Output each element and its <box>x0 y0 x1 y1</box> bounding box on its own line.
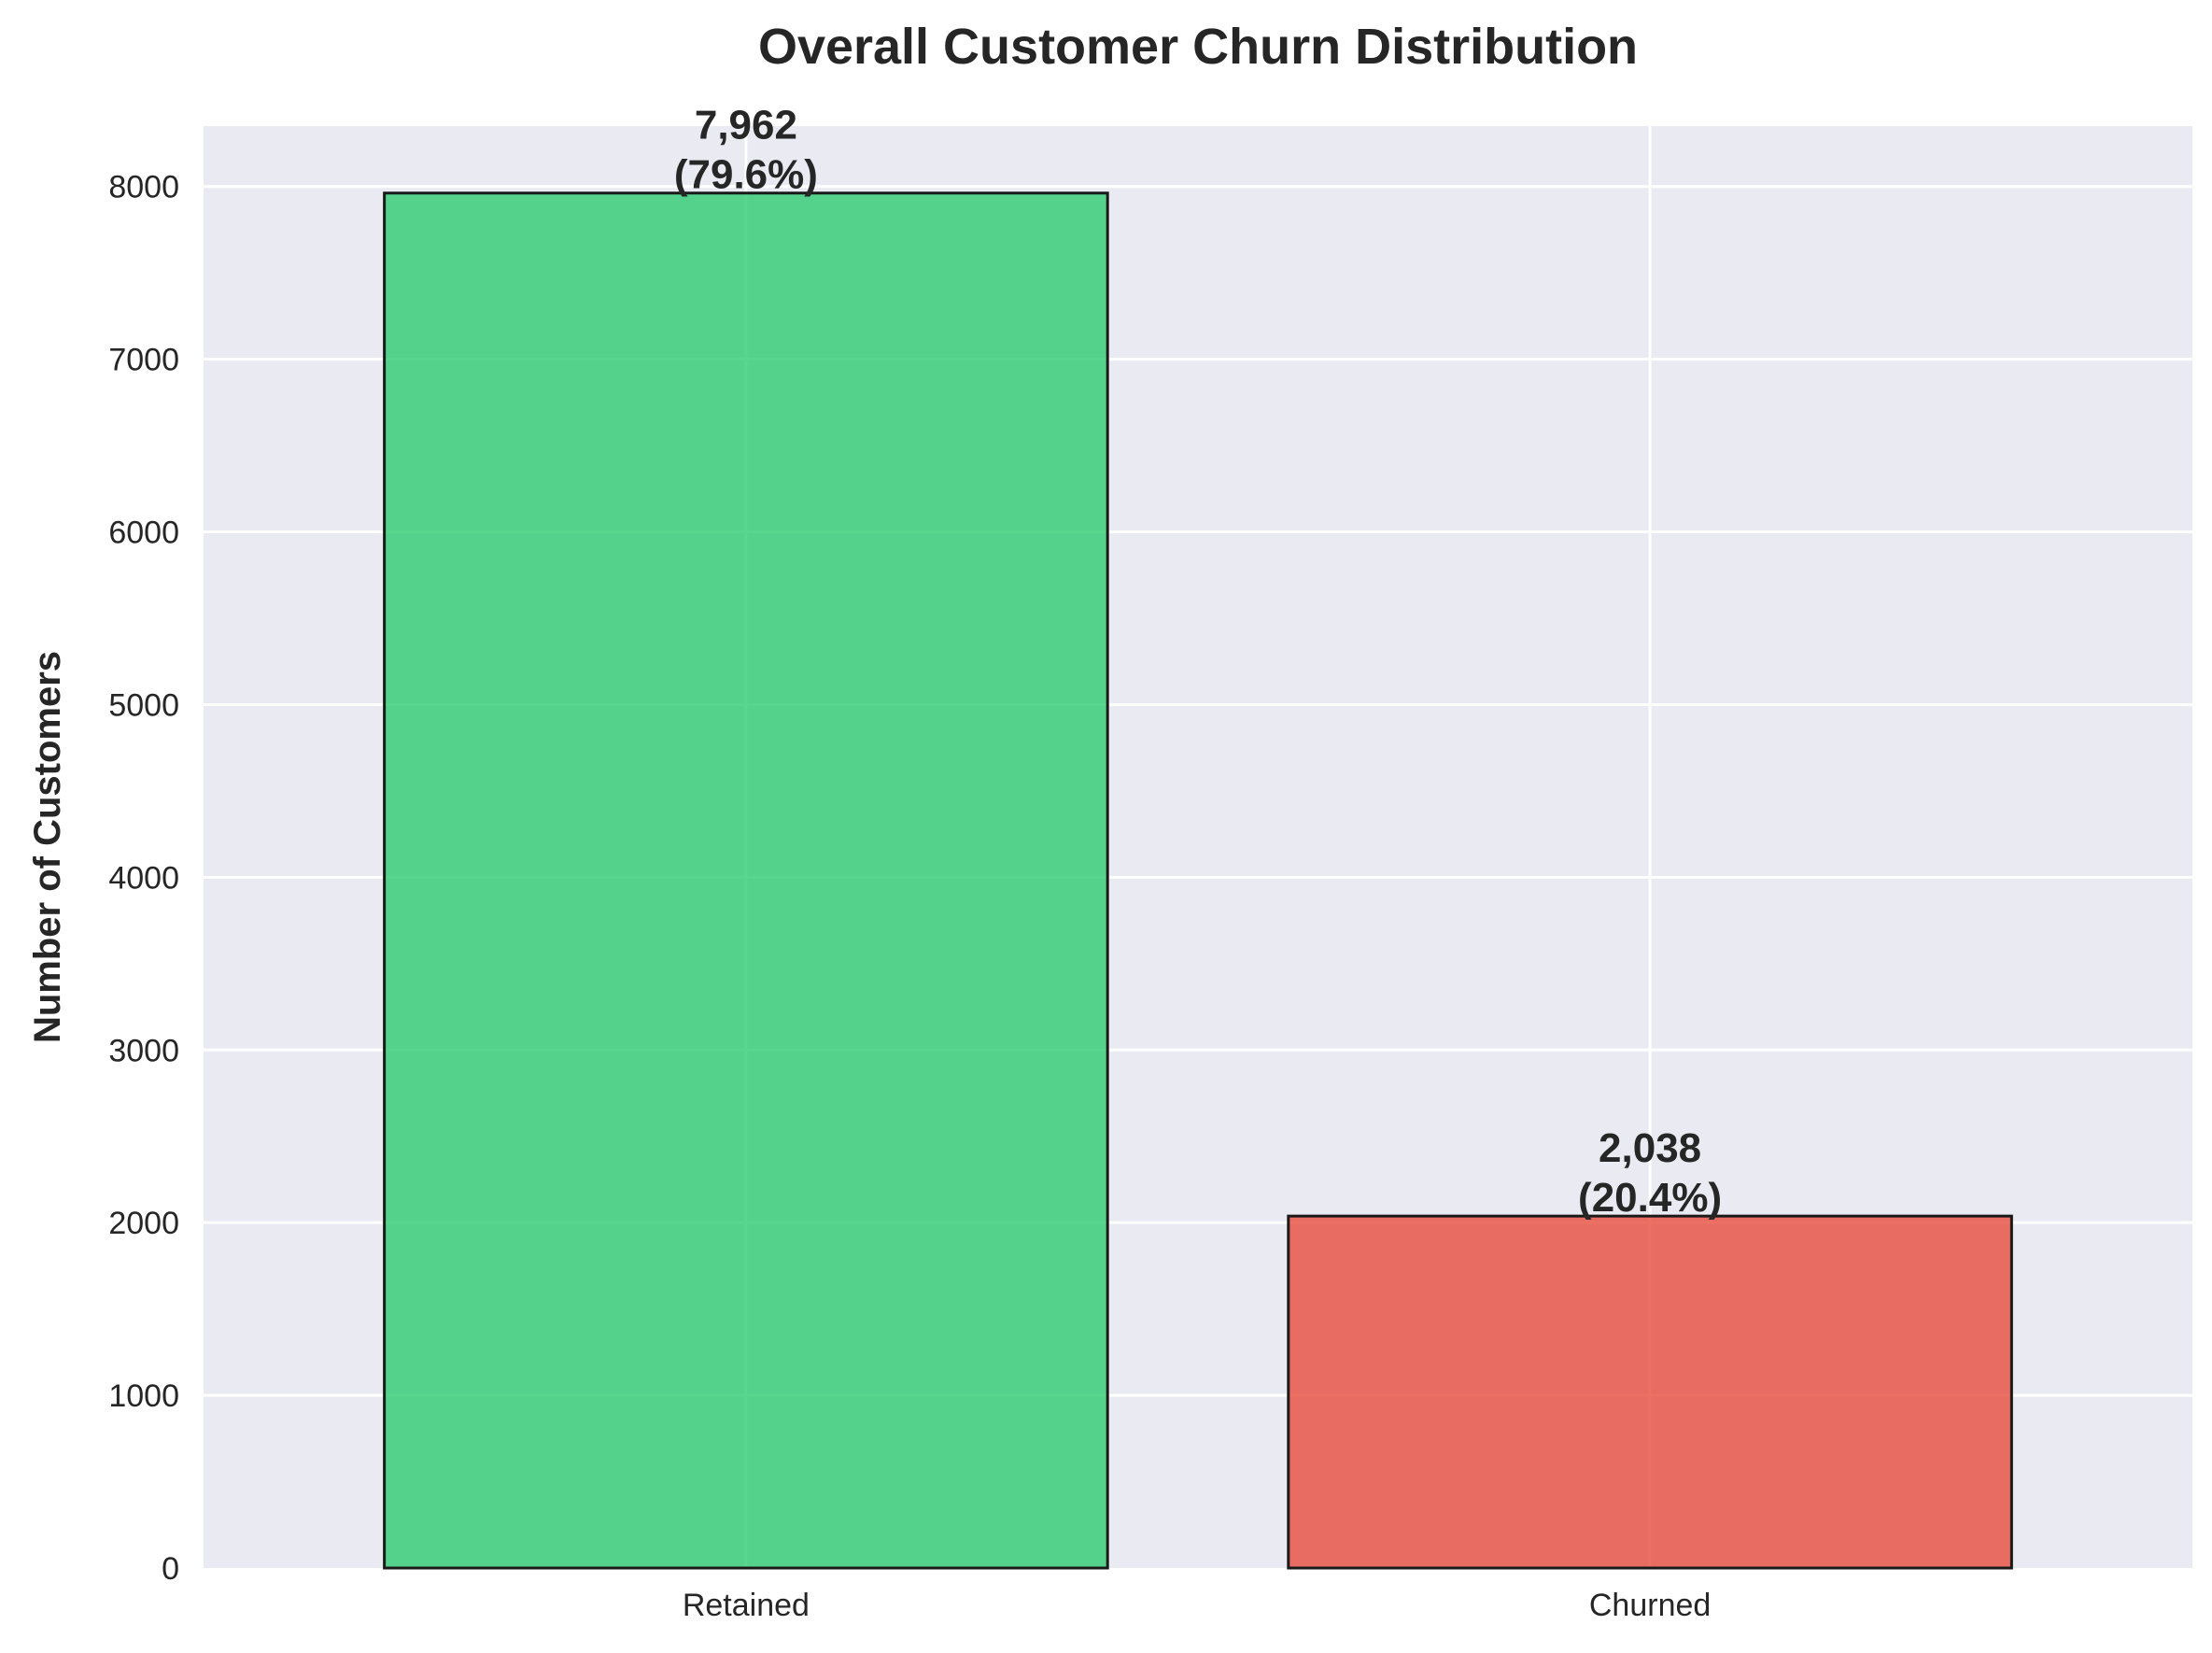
bar-value-label: 7,962 <box>695 103 797 148</box>
y-tick-label: 3000 <box>108 1033 179 1068</box>
chart-title: Overall Customer Churn Distribution <box>758 19 1638 75</box>
y-tick-label: 7000 <box>108 343 179 378</box>
bar-churned <box>1287 1214 2013 1570</box>
y-tick-label: 5000 <box>108 687 179 723</box>
bars <box>383 191 2013 1570</box>
y-axis-label: Number of Customers <box>27 651 68 1043</box>
x-tick-label: Churned <box>1589 1588 1711 1623</box>
bar-labels: 7,962(79.6%) 2,038(20.4%) <box>674 103 1722 1221</box>
y-axis-ticks: 0 1000 2000 3000 4000 5000 6000 7000 8000 <box>108 170 179 1587</box>
y-tick-label: 0 <box>162 1551 179 1587</box>
y-tick-label: 8000 <box>108 170 179 205</box>
x-tick-label: Retained <box>683 1588 810 1623</box>
bar-value-label: 2,038 <box>1599 1125 1701 1171</box>
y-tick-label: 1000 <box>108 1378 179 1414</box>
bar-percent-label: (20.4%) <box>1578 1175 1722 1221</box>
x-axis-ticks: Retained Churned <box>683 1588 1711 1623</box>
y-tick-label: 4000 <box>108 860 179 896</box>
bar-percent-label: (79.6%) <box>674 152 818 198</box>
y-tick-label: 6000 <box>108 516 179 551</box>
y-tick-label: 2000 <box>108 1206 179 1241</box>
bar-retained <box>383 191 1109 1570</box>
